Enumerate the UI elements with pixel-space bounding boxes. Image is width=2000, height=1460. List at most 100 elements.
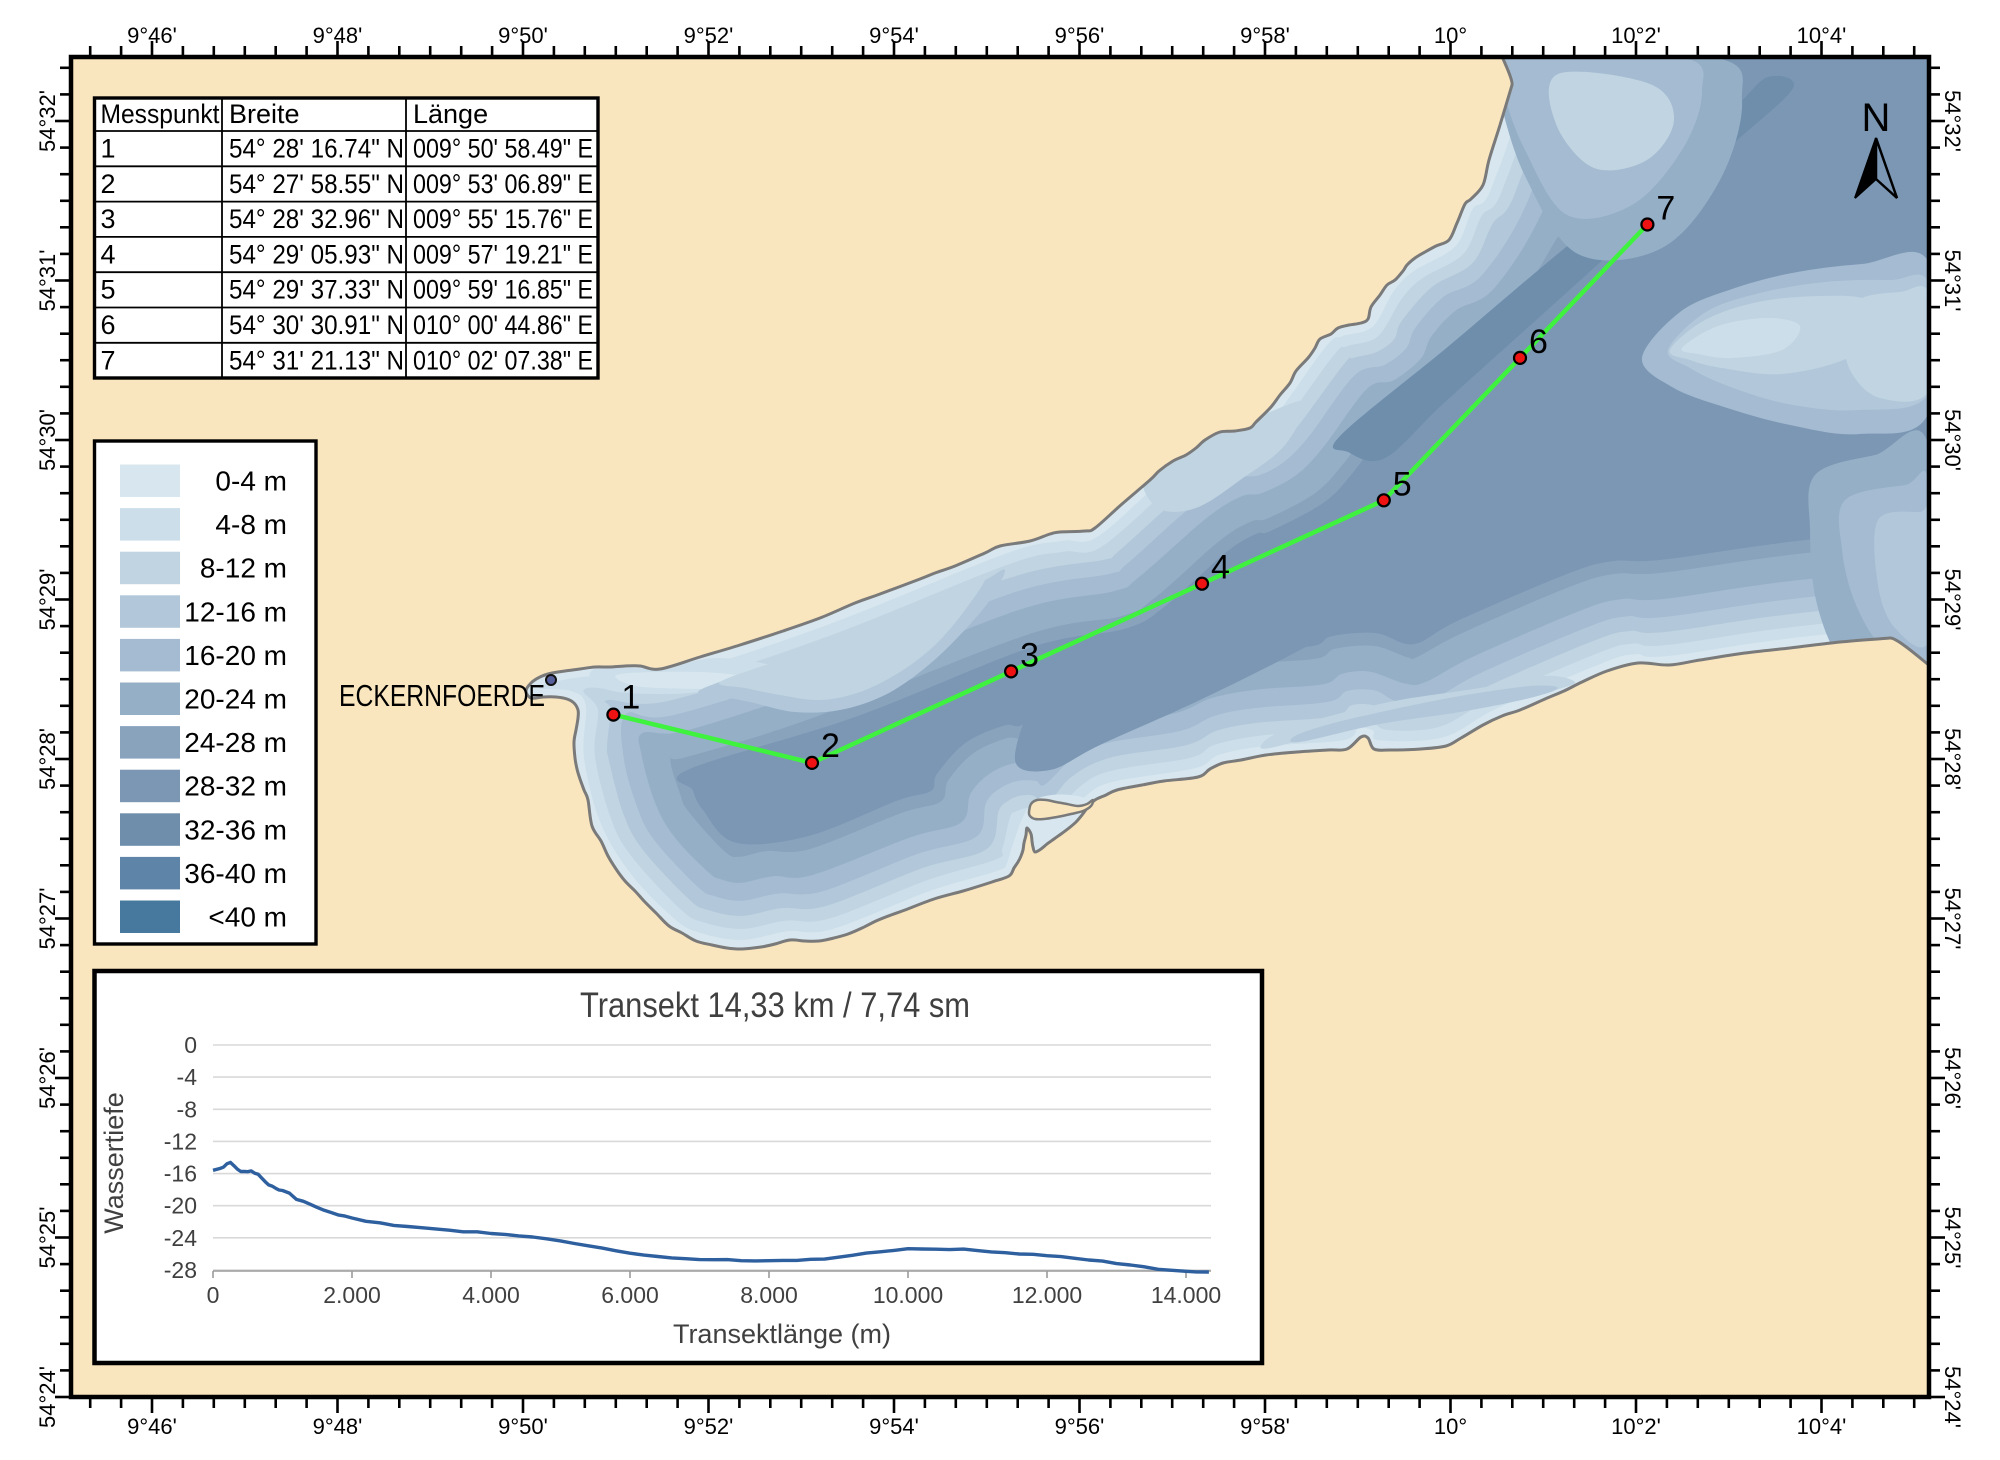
svg-text:0: 0 [207, 1282, 220, 1308]
svg-text:9°56': 9°56' [1055, 1414, 1105, 1439]
svg-text:1: 1 [621, 679, 640, 717]
svg-text:0: 0 [184, 1032, 197, 1058]
svg-text:009° 59' 16.85" E: 009° 59' 16.85" E [413, 275, 593, 305]
svg-text:2: 2 [101, 169, 116, 199]
svg-text:-20: -20 [164, 1193, 197, 1219]
svg-text:-12: -12 [164, 1128, 197, 1154]
svg-text:9°50': 9°50' [498, 1414, 548, 1439]
svg-text:10°2': 10°2' [1611, 1414, 1661, 1439]
svg-text:54°27': 54°27' [1940, 888, 1965, 950]
svg-text:10°4': 10°4' [1797, 1414, 1847, 1439]
svg-text:009° 57' 19.21" E: 009° 57' 19.21" E [413, 239, 593, 269]
svg-text:54°29': 54°29' [35, 569, 60, 631]
svg-text:009° 53' 06.89" E: 009° 53' 06.89" E [413, 169, 593, 199]
svg-text:54°29': 54°29' [1940, 569, 1965, 631]
svg-text:9°48': 9°48' [313, 1414, 363, 1439]
svg-text:<40 m: <40 m [208, 902, 287, 933]
svg-text:4.000: 4.000 [462, 1282, 520, 1308]
svg-text:009° 55' 15.76" E: 009° 55' 15.76" E [413, 204, 593, 234]
svg-text:54° 28' 32.96" N: 54° 28' 32.96" N [229, 204, 404, 234]
svg-text:20-24 m: 20-24 m [184, 684, 287, 715]
svg-text:12-16 m: 12-16 m [184, 596, 287, 627]
svg-text:Transektlänge (m): Transektlänge (m) [673, 1319, 891, 1349]
svg-text:54° 28' 16.74" N: 54° 28' 16.74" N [229, 134, 404, 164]
svg-text:9°52': 9°52' [684, 23, 734, 48]
svg-text:54°25': 54°25' [35, 1207, 60, 1269]
svg-text:54°32': 54°32' [35, 90, 60, 152]
svg-text:54° 29' 37.33" N: 54° 29' 37.33" N [229, 275, 404, 305]
svg-text:Wassertiefe: Wassertiefe [99, 1092, 129, 1234]
svg-text:6.000: 6.000 [601, 1282, 659, 1308]
svg-text:54°28': 54°28' [35, 728, 60, 790]
svg-text:4: 4 [101, 239, 116, 269]
svg-text:9°58': 9°58' [1240, 23, 1290, 48]
svg-text:8-12 m: 8-12 m [200, 553, 287, 584]
svg-text:54° 29' 05.93" N: 54° 29' 05.93" N [229, 239, 404, 269]
svg-text:28-32 m: 28-32 m [184, 771, 287, 802]
svg-text:54° 27' 58.55" N: 54° 27' 58.55" N [229, 169, 404, 199]
svg-text:54°26': 54°26' [35, 1047, 60, 1109]
svg-text:10°4': 10°4' [1797, 23, 1847, 48]
svg-text:16-20 m: 16-20 m [184, 640, 287, 671]
svg-text:54°26': 54°26' [1940, 1047, 1965, 1109]
svg-text:-8: -8 [177, 1096, 197, 1122]
svg-text:010° 00' 44.86" E: 010° 00' 44.86" E [413, 310, 593, 340]
svg-text:10°2': 10°2' [1611, 23, 1661, 48]
svg-text:9°54': 9°54' [869, 1414, 919, 1439]
svg-text:36-40 m: 36-40 m [184, 858, 287, 889]
svg-text:7: 7 [1656, 190, 1675, 228]
svg-text:54°28': 54°28' [1940, 728, 1965, 790]
svg-text:24-28 m: 24-28 m [184, 727, 287, 758]
svg-text:54°30': 54°30' [35, 409, 60, 471]
svg-text:-24: -24 [164, 1225, 197, 1251]
svg-text:54°24': 54°24' [35, 1366, 60, 1428]
svg-text:10°: 10° [1434, 23, 1467, 48]
svg-text:12.000: 12.000 [1012, 1282, 1082, 1308]
svg-text:3: 3 [101, 204, 116, 234]
svg-text:N: N [1862, 96, 1891, 140]
svg-text:009° 50' 58.49" E: 009° 50' 58.49" E [413, 134, 593, 164]
svg-text:54° 30' 30.91" N: 54° 30' 30.91" N [229, 310, 404, 340]
svg-text:9°54': 9°54' [869, 23, 919, 48]
svg-text:9°48': 9°48' [313, 23, 363, 48]
svg-text:-28: -28 [164, 1257, 197, 1283]
svg-text:6: 6 [101, 310, 116, 340]
svg-text:9°50': 9°50' [498, 23, 548, 48]
svg-text:9°46': 9°46' [127, 1414, 177, 1439]
svg-text:10°: 10° [1434, 1414, 1467, 1439]
svg-text:54°31': 54°31' [1940, 250, 1965, 312]
svg-text:Länge: Länge [413, 99, 488, 129]
svg-text:54°27': 54°27' [35, 888, 60, 950]
svg-text:14.000: 14.000 [1151, 1282, 1221, 1308]
svg-text:-4: -4 [177, 1064, 198, 1090]
svg-text:Transekt 14,33 km / 7,74 sm: Transekt 14,33 km / 7,74 sm [580, 986, 970, 1025]
svg-text:5: 5 [1393, 465, 1412, 503]
svg-text:7: 7 [101, 345, 116, 375]
svg-text:1: 1 [101, 134, 116, 164]
svg-text:9°52': 9°52' [684, 1414, 734, 1439]
svg-text:Messpunkt: Messpunkt [101, 99, 220, 129]
svg-text:3: 3 [1020, 636, 1039, 674]
svg-text:5: 5 [101, 275, 116, 305]
svg-text:9°46': 9°46' [127, 23, 177, 48]
svg-text:4: 4 [1211, 549, 1230, 587]
svg-text:54°25': 54°25' [1940, 1207, 1965, 1269]
svg-text:2: 2 [821, 727, 840, 765]
svg-text:54°32': 54°32' [1940, 90, 1965, 152]
svg-text:ECKERNFOERDE: ECKERNFOERDE [339, 678, 545, 713]
svg-text:2.000: 2.000 [323, 1282, 381, 1308]
svg-text:4-8 m: 4-8 m [215, 509, 287, 540]
svg-text:9°58': 9°58' [1240, 1414, 1290, 1439]
svg-text:32-36 m: 32-36 m [184, 814, 287, 845]
svg-text:10.000: 10.000 [873, 1282, 943, 1308]
svg-text:54° 31' 21.13" N: 54° 31' 21.13" N [229, 345, 404, 375]
svg-text:6: 6 [1529, 323, 1548, 361]
svg-text:54°24': 54°24' [1940, 1366, 1965, 1428]
svg-text:010° 02' 07.38" E: 010° 02' 07.38" E [413, 345, 593, 375]
svg-text:Breite: Breite [229, 99, 300, 129]
svg-text:9°56': 9°56' [1055, 23, 1105, 48]
svg-text:54°31': 54°31' [35, 250, 60, 312]
svg-text:0-4 m: 0-4 m [215, 466, 287, 497]
svg-text:54°30': 54°30' [1940, 409, 1965, 471]
svg-text:-16: -16 [164, 1161, 197, 1187]
